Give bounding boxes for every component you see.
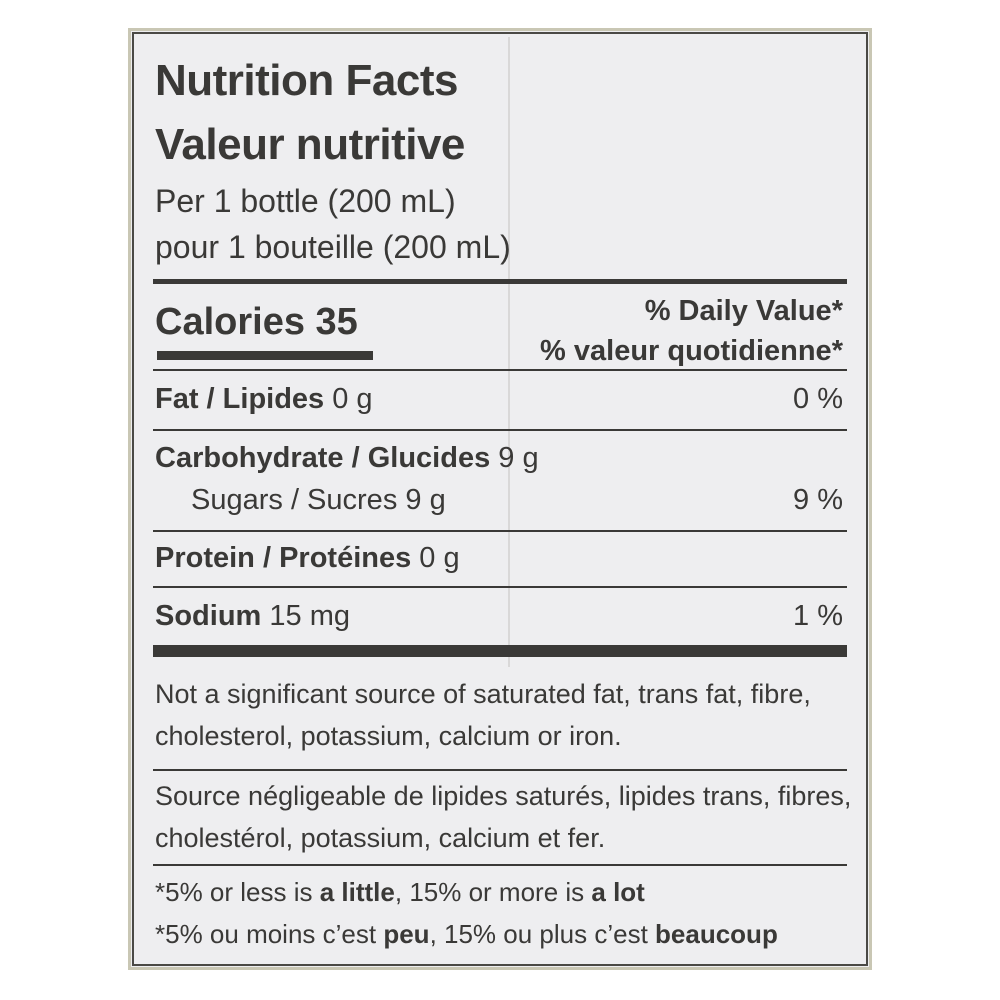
nutrient-row-carbohydrate: Carbohydrate / Glucides 9 g: [155, 442, 539, 474]
nutrition-facts-table: Nutrition Facts Valeur nutritive Per 1 b…: [128, 28, 872, 970]
footnote-french: *5% ou moins c’est peu, 15% ou plus c’es…: [155, 919, 778, 949]
fat-daily-value: 0 %: [793, 383, 843, 415]
rule-thin: [153, 864, 847, 866]
nutrient-row-sodium: Sodium 15 mg: [155, 600, 351, 632]
title-french: Valeur nutritive: [155, 120, 465, 169]
footnote-english: *5% or less is a little, 15% or more is …: [155, 877, 645, 907]
serving-size-english: Per 1 bottle (200 mL): [155, 183, 456, 219]
nutrient-row-sugars: Sugars / Sucres 9 g: [191, 484, 446, 516]
rule-thin: [153, 369, 847, 371]
not-significant-french-line-2: cholestérol, potassium, calcium et fer.: [155, 823, 606, 853]
nutrient-row-protein: Protein / Protéines 0 g: [155, 542, 460, 574]
calories-line: Calories 35: [155, 303, 358, 341]
calories-value: 35: [315, 301, 358, 343]
rule-thick-bottom: [153, 645, 847, 657]
rule-thin: [153, 586, 847, 588]
rule-thick-top: [153, 279, 847, 284]
sugars-daily-value: 9 %: [793, 484, 843, 516]
daily-value-header-french: % valeur quotidienne*: [540, 335, 843, 367]
serving-size-french: pour 1 bouteille (200 mL): [155, 229, 511, 265]
calories-label: Calories: [155, 301, 305, 343]
rule-thin: [153, 769, 847, 771]
sodium-daily-value: 1 %: [793, 600, 843, 632]
nutrient-row-fat: Fat / Lipides 0 g: [155, 383, 373, 415]
daily-value-header-english: % Daily Value*: [644, 295, 843, 327]
calories-underline: [157, 351, 373, 360]
fold-crease: [508, 37, 510, 667]
not-significant-english-line-1: Not a significant source of saturated fa…: [155, 679, 811, 709]
rule-thin: [153, 530, 847, 532]
not-significant-english-line-2: cholesterol, potassium, calcium or iron.: [155, 721, 622, 751]
not-significant-french-line-1: Source négligeable de lipides saturés, l…: [155, 781, 852, 811]
rule-thin: [153, 429, 847, 431]
title-english: Nutrition Facts: [155, 56, 458, 105]
